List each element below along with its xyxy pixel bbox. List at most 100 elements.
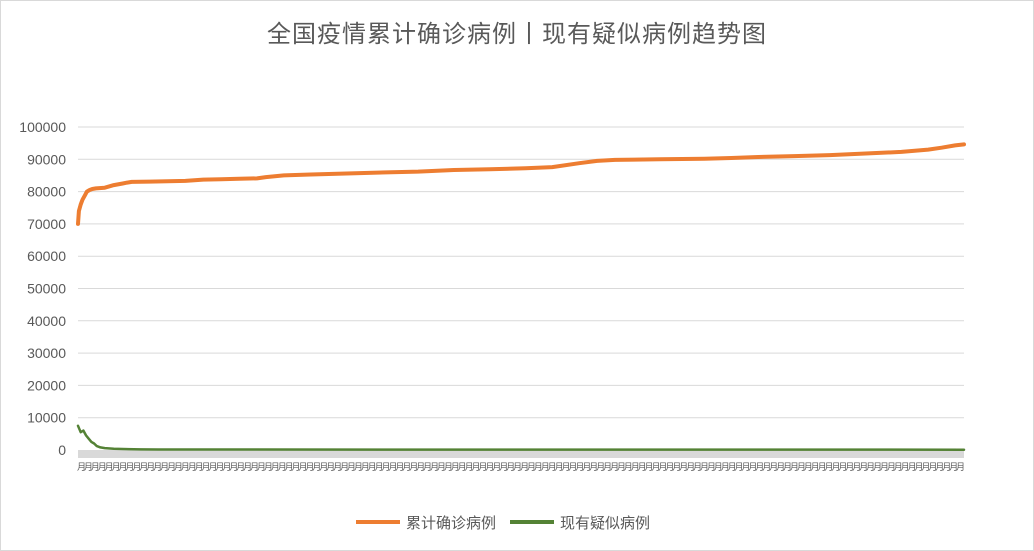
legend-swatch-confirmed <box>356 520 400 524</box>
x-tick-label: 月 <box>478 462 487 473</box>
x-tick-label: 月 <box>236 462 245 473</box>
gridlines <box>78 126 964 419</box>
x-tick-label: 月 <box>908 462 917 473</box>
x-tick-label: 月 <box>437 462 446 473</box>
x-tick-label: 月 <box>811 462 820 473</box>
x-tick-label: 月 <box>409 462 418 473</box>
y-tick-label: 100000 <box>19 119 66 135</box>
x-tick-label: 月 <box>458 462 467 473</box>
x-tick-label: 月 <box>783 462 792 473</box>
x-tick-label: 月 <box>312 462 321 473</box>
legend-label-confirmed: 累计确诊病例 <box>406 513 497 532</box>
x-tick-label: 月 <box>139 462 148 473</box>
x-tick-label: 月 <box>257 462 266 473</box>
x-axis-band <box>78 450 964 458</box>
y-tick-label: 20000 <box>27 377 66 393</box>
x-tick-label: 月 <box>700 462 709 473</box>
x-tick-label: 月 <box>444 462 453 473</box>
x-tick-label: 月 <box>167 462 176 473</box>
x-tick-label: 月 <box>160 462 169 473</box>
x-tick-label: 月 <box>541 462 550 473</box>
x-tick-label: 月 <box>741 462 750 473</box>
y-tick-label: 90000 <box>27 151 66 167</box>
x-tick-label: 月 <box>589 462 598 473</box>
y-tick-label: 40000 <box>27 313 66 329</box>
x-tick-label: 月 <box>901 462 910 473</box>
x-tick-label: 月 <box>451 462 460 473</box>
x-tick-label: 月 <box>105 462 114 473</box>
x-tick-label: 月 <box>534 462 543 473</box>
x-tick-label: 月 <box>735 462 744 473</box>
x-tick-label: 月 <box>506 462 515 473</box>
legend: 累计确诊病例 现有疑似病例 <box>356 512 664 532</box>
x-tick-label: 月 <box>520 462 529 473</box>
x-tick-label: 月 <box>202 462 211 473</box>
x-tick-label: 月 <box>575 462 584 473</box>
x-tick-label: 月 <box>250 462 259 473</box>
x-tick-label: 月 <box>804 462 813 473</box>
y-axis-labels: 0 10000 20000 30000 40000 50000 60000 70000 8000… <box>19 119 66 458</box>
x-tick-label: 月 <box>596 462 605 473</box>
x-tick-label: 月 <box>91 462 100 473</box>
x-tick-label: 月 <box>887 462 896 473</box>
x-tick-label: 月 <box>610 462 619 473</box>
x-tick-label: 月 <box>472 462 481 473</box>
x-tick-label: 月 <box>361 462 370 473</box>
x-tick-label: 月 <box>721 462 730 473</box>
x-tick-label: 月 <box>873 462 882 473</box>
x-tick-label: 月 <box>956 462 965 473</box>
x-tick-label: 月 <box>915 462 924 473</box>
x-tick-label: 月 <box>866 462 875 473</box>
x-tick-label: 月 <box>894 462 903 473</box>
x-tick-label: 月 <box>243 462 252 473</box>
x-tick-label: 月 <box>285 462 294 473</box>
x-tick-label: 月 <box>298 462 307 473</box>
x-tick-label: 月 <box>174 462 183 473</box>
x-tick-label: 月 <box>679 462 688 473</box>
x-tick-label: 月 <box>921 462 930 473</box>
x-tick-label: 月 <box>845 462 854 473</box>
x-tick-label: 月 <box>292 462 301 473</box>
x-tick-label: 月 <box>146 462 155 473</box>
x-tick-label: 月 <box>492 462 501 473</box>
x-tick-label: 月 <box>326 462 335 473</box>
x-tick-label: 月 <box>229 462 238 473</box>
x-tick-label: 月 <box>125 462 134 473</box>
x-tick-label: 月 <box>208 462 217 473</box>
x-tick-label: 月 <box>278 462 287 473</box>
x-tick-label: 月 <box>333 462 342 473</box>
x-tick-label: 月 <box>790 462 799 473</box>
x-tick-label: 月 <box>672 462 681 473</box>
x-tick-label: 月 <box>195 462 204 473</box>
x-tick-label: 月 <box>215 462 224 473</box>
x-tick-label: 月 <box>118 462 127 473</box>
legend-swatch-suspected <box>510 520 555 524</box>
x-tick-label: 月 <box>527 462 536 473</box>
x-tick-label: 月 <box>98 462 107 473</box>
x-tick-label: 月 <box>347 462 356 473</box>
x-tick-label: 月 <box>852 462 861 473</box>
x-tick-label: 月 <box>942 462 951 473</box>
y-tick-label: 0 <box>58 442 66 458</box>
y-tick-label: 60000 <box>27 248 66 264</box>
x-tick-label: 月 <box>582 462 591 473</box>
x-tick-label: 月 <box>624 462 633 473</box>
legend-item-confirmed: 累计确诊病例 <box>356 512 496 533</box>
x-tick-label: 月 <box>714 462 723 473</box>
x-tick-label: 月 <box>617 462 626 473</box>
x-tick-label: 月 <box>132 462 141 473</box>
x-tick-label: 月 <box>818 462 827 473</box>
x-tick-label: 月 <box>305 462 314 473</box>
x-tick-label: 月 <box>153 462 162 473</box>
x-tick-label: 月 <box>416 462 425 473</box>
x-tick-label: 月 <box>665 462 674 473</box>
x-tick-label: 月 <box>631 462 640 473</box>
x-tick-label: 月 <box>319 462 328 473</box>
x-tick-label: 月 <box>499 462 508 473</box>
x-tick-label: 月 <box>949 462 958 473</box>
x-tick-label: 月 <box>762 462 771 473</box>
x-tick-label: 月 <box>728 462 737 473</box>
x-tick-label: 月 <box>638 462 647 473</box>
series-line-confirmed <box>76 142 966 226</box>
